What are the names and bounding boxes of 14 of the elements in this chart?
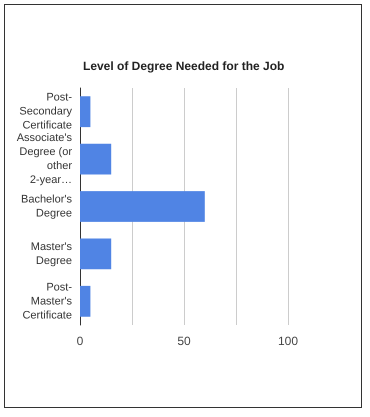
bar: [80, 238, 112, 270]
x-tick-label: 50: [177, 334, 191, 348]
x-tick-label: 0: [76, 334, 84, 348]
chart-title: Level of Degree Needed for the Job: [83, 59, 284, 73]
x-tick-label: 100: [278, 334, 298, 348]
bar: [80, 286, 90, 317]
y-tick-label: Associate's Degree (or other 2-year…: [16, 132, 72, 186]
bar: [80, 144, 112, 175]
y-tick-label: Post-Secondary Certificate: [19, 92, 72, 132]
y-tick-label: Master's Degree: [30, 240, 72, 267]
bar: [80, 191, 205, 222]
bar: [80, 96, 90, 128]
y-tick-label: Post-Master's Certificate: [22, 281, 72, 322]
y-tick-label: Bachelor's Degree: [20, 194, 72, 220]
